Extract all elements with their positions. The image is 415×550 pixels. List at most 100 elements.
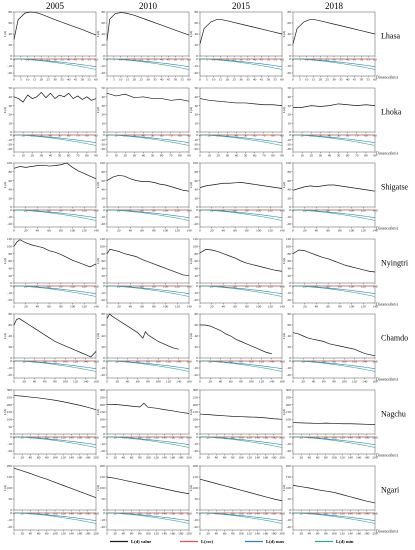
y-tick-label: 0 [10, 205, 12, 209]
y-tick-label: 50 [102, 425, 106, 429]
upper-frame [292, 389, 376, 435]
y-tick-label: 100 [100, 245, 106, 249]
column-title-2005: 2005 [46, 1, 65, 11]
x-tick-label-lower: 120 [361, 305, 367, 309]
x-tick-label-lower: 15 [126, 78, 130, 82]
x-tick-label-lower: 60 [346, 154, 350, 158]
y-tick-label: 20 [9, 196, 13, 200]
x-tick-label-lower: 0 [13, 78, 15, 82]
x-tick-label: 35 [339, 58, 343, 62]
series-ld-min [106, 360, 190, 372]
x-tick-label-lower: 20 [123, 154, 127, 158]
x-tick-label-lower: 140 [69, 456, 75, 460]
x-tick-label: 80 [138, 512, 142, 516]
x-tick-label-lower: 100 [145, 532, 151, 536]
x-tick-label-lower: 25 [325, 78, 329, 82]
y-axis-label: L(d) [3, 30, 7, 38]
x-tick-label: 40 [126, 360, 130, 364]
y-tick-label: 20 [288, 196, 292, 200]
x-tick-label: 120 [247, 512, 253, 516]
y-tick-label-lower: -10 [100, 442, 105, 446]
y-tick-label: 30 [102, 104, 106, 108]
y-tick-label: 80 [102, 312, 106, 316]
y-tick-label: 60 [288, 259, 292, 263]
x-tick-label: 60 [47, 285, 51, 289]
y-axis-label: L(d) [3, 484, 7, 492]
series-ld-min [106, 512, 190, 524]
x-tick-label-lower: 0 [199, 532, 201, 536]
y-axis-label: L(d) [282, 332, 286, 340]
x-tick-label-lower: 120 [268, 229, 274, 233]
upper-frame [106, 465, 190, 511]
x-tick-label: 140 [269, 360, 275, 364]
x-tick-label: 80 [85, 134, 89, 138]
x-tick-label-lower: 140 [279, 305, 285, 309]
x-tick-label-lower: 100 [70, 305, 76, 309]
x-tick-label: 80 [364, 134, 368, 138]
y-tick-label-lower: 0 [289, 511, 291, 515]
x-tick-label: 40 [33, 360, 37, 364]
y-tick-label: 200 [193, 403, 199, 407]
y-tick-label: 100 [286, 161, 292, 165]
y-tick-label: 100 [100, 486, 106, 490]
y-tick-label-lower: -20 [193, 298, 198, 302]
x-tick-label-lower: 0 [13, 154, 15, 158]
y-tick-label: 0 [289, 205, 291, 209]
x-tick-label-lower: 50 [81, 78, 85, 82]
y-tick-label: 50 [9, 497, 13, 501]
x-tick-label: 60 [140, 285, 144, 289]
x-tick-label: 40 [142, 134, 146, 138]
series-ld-value [199, 478, 283, 502]
x-tick-label: 30 [239, 58, 243, 62]
upper-frame [199, 465, 283, 511]
series-ld-min [199, 285, 283, 297]
y-tick-label-lower: 0 [289, 284, 291, 288]
series-ld-min [199, 436, 283, 448]
series-ld-value [199, 98, 283, 106]
y-tick-label-lower: -20 [193, 449, 198, 453]
y-tick-label: 80 [195, 170, 199, 174]
y-axis-label: L(d) [282, 181, 286, 189]
x-tick-label-lower: 20 [30, 154, 34, 158]
series-ld-min [199, 209, 283, 221]
x-tick-label-lower: 180 [271, 456, 277, 460]
x-tick-label-lower: 120 [340, 456, 346, 460]
y-axis-label: L(d) [189, 106, 193, 114]
y-tick-label: 80 [102, 10, 106, 14]
y-tick-label: 60 [195, 21, 199, 25]
y-tick-label-lower: 0 [289, 208, 291, 212]
x-tick-label: 60 [346, 134, 350, 138]
upper-frame [106, 389, 190, 435]
y-tick-label: 50 [102, 86, 106, 90]
y-tick-label: 50 [195, 86, 199, 90]
x-tick-label: 140 [69, 436, 75, 440]
x-tick-label-lower: 40 [312, 380, 316, 384]
y-tick-label: 60 [102, 21, 106, 25]
x-tick-label: 100 [52, 436, 58, 440]
y-tick-label-lower: -20 [100, 449, 105, 453]
x-tick-label-lower: 20 [117, 229, 121, 233]
x-tick-label: 100 [349, 285, 355, 289]
series-ld-min [199, 360, 283, 372]
y-axis-label: L(d) [189, 332, 193, 340]
y-tick-label: 0 [196, 281, 198, 285]
x-tick-label-lower: 100 [331, 532, 337, 536]
x-tick-label-lower: 40 [29, 532, 33, 536]
y-tick-label-lower: -10 [7, 442, 12, 446]
x-tick-label-lower: 20 [20, 456, 24, 460]
x-tick-label-lower: 30 [226, 154, 230, 158]
y-tick-label: 0 [103, 130, 105, 134]
x-tick-label: 100 [63, 360, 69, 364]
y-tick-label: 20 [102, 345, 106, 349]
x-tick-label: 80 [146, 360, 150, 364]
y-tick-label: 0 [289, 281, 291, 285]
y-tick-label: 60 [9, 179, 13, 183]
y-tick-label-lower: -10 [7, 518, 12, 522]
x-tick-label: 15 [33, 58, 37, 62]
y-tick-label-lower: 0 [10, 133, 12, 137]
y-tick-label: 100 [100, 161, 106, 165]
series-ld-min [106, 134, 190, 146]
y-tick-label: 20 [102, 196, 106, 200]
x-tick-label: 120 [352, 360, 358, 364]
y-tick-label: 20 [288, 274, 292, 278]
